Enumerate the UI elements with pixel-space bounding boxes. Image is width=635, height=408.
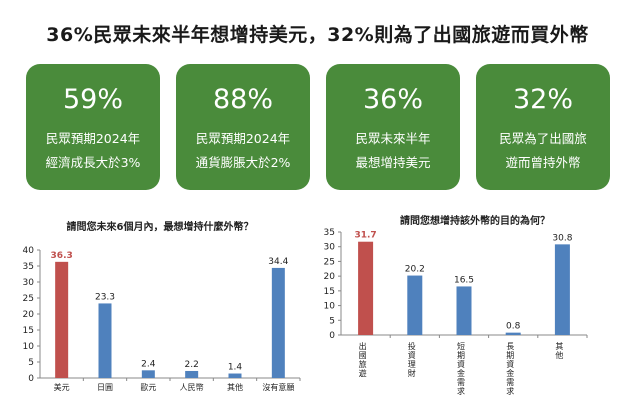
stat-card-percent: 59%	[62, 84, 123, 115]
category-label: 歐元	[140, 382, 156, 392]
chart-purpose-svg: 請問您想增持該外幣的目的為何？ 0 5 10 15 20 25 30 35 31.7 出國旅遊 20.…	[324, 214, 588, 396]
bar	[554, 244, 570, 335]
data-label: 36.3	[51, 251, 73, 261]
stat-card-line2: 通貨膨脹大於2%	[195, 155, 291, 170]
category-label: 其他	[227, 382, 243, 392]
stat-card-percent: 88%	[212, 84, 273, 115]
category-label: 出國旅遊	[359, 341, 367, 378]
y-tick-label: 35	[324, 228, 335, 238]
chart-title: 請問您想增持該外幣的目的為何？	[400, 214, 550, 227]
y-tick-label: 25	[324, 257, 335, 267]
y-tick-label: 10	[23, 342, 35, 352]
data-label: 34.4	[268, 257, 288, 267]
y-tick-label: 40	[23, 246, 35, 256]
chart-title: 請問您未來6個月內，最想增持什麼外幣？	[67, 220, 254, 233]
category-label: 人民幣	[180, 382, 204, 392]
y-tick-label: 0	[28, 374, 34, 384]
bar	[141, 370, 155, 378]
category-label: 投資理財	[408, 341, 416, 378]
category-label: 短期資金需求	[457, 341, 465, 396]
stat-card-line1: 民眾預期2024年	[195, 131, 291, 146]
stat-card-line2: 遊而曾持外幣	[505, 155, 581, 170]
category-label: 長期資金需求	[506, 342, 514, 396]
y-tick-label: 15	[324, 287, 335, 297]
y-tick-label: 5	[28, 358, 34, 368]
data-label: 2.4	[141, 359, 156, 369]
bar	[55, 261, 69, 378]
stat-card-line2: 最想增持美元	[355, 155, 431, 170]
stat-card-line2: 經濟成長大於3%	[45, 155, 141, 170]
stat-card-usd: 36% 民眾未來半年 最想增持美元	[326, 64, 460, 190]
bar	[456, 286, 472, 335]
y-tick-label: 30	[23, 278, 35, 288]
bar	[228, 373, 242, 378]
y-tick-label: 25	[23, 294, 34, 304]
data-label: 16.5	[454, 275, 474, 285]
category-label: 沒有意願	[262, 382, 294, 392]
data-label: 20.2	[405, 265, 425, 275]
y-tick-label: 0	[329, 331, 335, 341]
bar	[98, 303, 112, 378]
stat-card-inflation: 88% 民眾預期2024年 通貨膨脹大於2%	[176, 64, 310, 190]
y-tick-label: 35	[23, 262, 34, 272]
stat-card-percent: 32%	[512, 84, 573, 115]
stat-card-line1: 民眾為了出國旅	[499, 131, 587, 146]
stat-card-travel: 32% 民眾為了出國旅 遊而曾持外幣	[476, 64, 610, 190]
y-tick-label: 10	[324, 302, 336, 312]
headline: 36%民眾未來半年想增持美元，32%則為了出國旅遊而買外幣	[46, 24, 589, 46]
category-label: 美元	[54, 382, 70, 392]
bar	[271, 267, 285, 378]
category-label: 其他	[555, 342, 563, 360]
data-label: 23.3	[95, 292, 115, 302]
y-tick-label: 30	[324, 243, 336, 253]
data-label: 2.2	[185, 360, 199, 370]
chart-currency-preference: 請問您未來6個月內，最想增持什麼外幣？ 0 5 10 15 20 25 30 35 40 36.3 美…	[0, 206, 310, 406]
stat-card-line1: 民眾預期2024年	[45, 131, 141, 146]
y-tick-label: 20	[324, 272, 336, 282]
stat-card-percent: 36%	[362, 84, 423, 115]
y-tick-label: 15	[23, 326, 34, 336]
y-tick-label: 5	[329, 316, 335, 326]
y-tick-label: 20	[23, 310, 35, 320]
bar	[505, 332, 521, 335]
bar	[185, 370, 199, 378]
category-label: 日圓	[97, 383, 113, 392]
stat-card-economy: 59% 民眾預期2024年 經濟成長大於3%	[26, 64, 160, 190]
stat-card-line1: 民眾未來半年	[355, 131, 431, 146]
data-label: 31.7	[354, 231, 376, 241]
bar	[407, 275, 423, 335]
chart-currency-svg: 請問您未來6個月內，最想增持什麼外幣？ 0 5 10 15 20 25 30 35 40 36.3 美…	[23, 220, 301, 392]
data-label: 30.8	[552, 233, 572, 243]
data-label: 0.8	[506, 322, 521, 332]
bar	[358, 241, 374, 335]
data-label: 1.4	[228, 363, 243, 373]
stat-cards: 59% 民眾預期2024年 經濟成長大於3% 88% 民眾預期2024年 通貨膨…	[26, 64, 610, 190]
chart-purpose: 請問您想增持該外幣的目的為何？ 0 5 10 15 20 25 30 35 31.7 出國旅遊 20.…	[315, 206, 635, 406]
